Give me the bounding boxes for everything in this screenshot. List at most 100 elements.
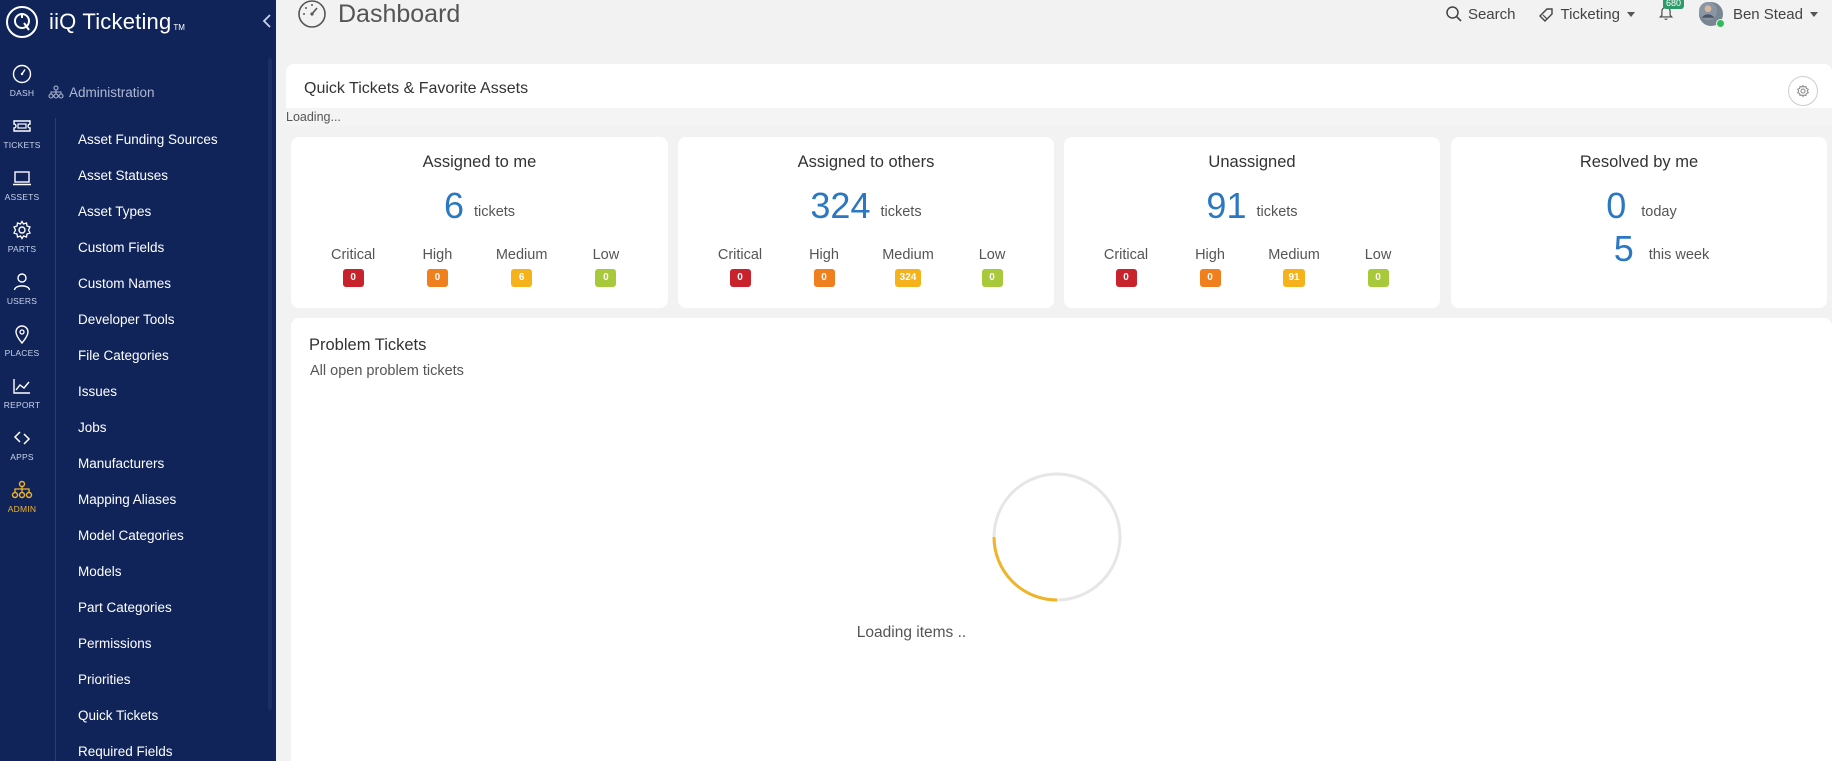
ticket-count[interactable]: 91 bbox=[1206, 185, 1247, 226]
page-title: Dashboard bbox=[338, 0, 461, 28]
priority-medium[interactable]: Medium 6 bbox=[487, 247, 557, 287]
notifications-button[interactable]: 680 bbox=[1657, 0, 1684, 25]
rail-label-report: REPORT bbox=[3, 400, 41, 410]
card-unassigned[interactable]: Unassigned 91 tickets Critical 0 High 0 Med… bbox=[1064, 137, 1440, 308]
search-icon bbox=[1446, 6, 1462, 22]
ticket-unit: tickets bbox=[473, 204, 516, 221]
rail-item-assets[interactable]: ASSETS bbox=[0, 159, 44, 211]
problem-tickets-panel: Problem Tickets All open problem tickets… bbox=[291, 318, 1832, 761]
ticket-unit: tickets bbox=[1256, 204, 1298, 221]
menu-item-mapping-aliases[interactable]: Mapping Aliases bbox=[78, 492, 177, 507]
rail-item-places[interactable]: PLACES bbox=[0, 315, 44, 367]
card-resolved-by-me[interactable]: Resolved by me 0 today 5 this week bbox=[1451, 137, 1827, 308]
rail-label-admin: ADMIN bbox=[7, 504, 37, 514]
rail-item-parts[interactable]: PARTS bbox=[0, 211, 44, 263]
medium-count-badge: 324 bbox=[894, 269, 922, 287]
menu-item-developer-tools[interactable]: Developer Tools bbox=[78, 312, 175, 327]
menu-item-asset-types[interactable]: Asset Types bbox=[78, 204, 152, 219]
low-count-badge: 0 bbox=[595, 269, 617, 287]
ticket-unit: tickets bbox=[880, 204, 922, 221]
rail-label-parts: PARTS bbox=[7, 244, 37, 254]
breadcrumb[interactable]: Administration bbox=[48, 84, 155, 100]
menu-item-models[interactable]: Models bbox=[78, 564, 122, 579]
menu-item-manufacturers[interactable]: Manufacturers bbox=[78, 456, 165, 471]
priority-high[interactable]: High 0 bbox=[789, 247, 859, 287]
rail-item-apps[interactable]: APPS bbox=[0, 419, 44, 471]
priority-label: High bbox=[809, 247, 839, 263]
medium-count-badge: 91 bbox=[1283, 269, 1305, 287]
ticketing-label: Ticketing bbox=[1560, 5, 1620, 23]
rail-item-admin[interactable]: ADMIN bbox=[0, 471, 44, 523]
ticket-count[interactable]: 324 bbox=[810, 185, 871, 226]
priority-label: High bbox=[1195, 247, 1225, 263]
priority-high[interactable]: High 0 bbox=[402, 247, 472, 287]
priority-critical[interactable]: Critical 0 bbox=[705, 247, 775, 287]
menu-item-issues[interactable]: Issues bbox=[78, 384, 118, 399]
ticketing-dropdown[interactable]: Ticketing bbox=[1537, 5, 1635, 23]
collapse-sidebar-icon[interactable] bbox=[258, 10, 276, 32]
priority-label: Low bbox=[978, 247, 1006, 263]
ticket-count-row: 6 tickets bbox=[291, 185, 668, 227]
chevron-down-icon bbox=[1810, 11, 1818, 17]
priority-medium[interactable]: Medium 324 bbox=[873, 247, 943, 287]
chevron-down-icon bbox=[1626, 11, 1635, 17]
menu-item-jobs[interactable]: Jobs bbox=[78, 420, 107, 435]
menu-item-custom-names[interactable]: Custom Names bbox=[78, 276, 172, 291]
rail-label-users: USERS bbox=[6, 296, 38, 306]
priority-low[interactable]: Low 0 bbox=[957, 247, 1027, 287]
search-button[interactable]: Search bbox=[1445, 5, 1515, 23]
card-assigned-to-others[interactable]: Assigned to others 324 tickets Critical 0 … bbox=[678, 137, 1054, 308]
rail-label-places: PLACES bbox=[4, 348, 40, 358]
menu-item-model-categories[interactable]: Model Categories bbox=[78, 528, 184, 543]
priority-critical[interactable]: Critical 0 bbox=[1091, 247, 1161, 287]
user-name: Ben Stead bbox=[1732, 5, 1803, 23]
priority-medium[interactable]: Medium 91 bbox=[1259, 247, 1329, 287]
menu-item-quick-tickets[interactable]: Quick Tickets bbox=[78, 708, 159, 723]
resolved-week-count[interactable]: 5 bbox=[1613, 228, 1634, 269]
priority-critical[interactable]: Critical 0 bbox=[318, 247, 388, 287]
menu-item-file-categories[interactable]: File Categories bbox=[78, 348, 169, 363]
priority-low[interactable]: Low 0 bbox=[1343, 247, 1413, 287]
card-assigned-to-me[interactable]: Assigned to me 6 tickets Critical 0 High 0 … bbox=[291, 137, 668, 308]
priority-low[interactable]: Low 0 bbox=[571, 247, 641, 287]
org-chart-icon bbox=[48, 85, 64, 99]
user-menu[interactable]: Ben Stead bbox=[1698, 2, 1818, 28]
breadcrumb-label: Administration bbox=[69, 84, 155, 100]
card-title: Resolved by me bbox=[1579, 153, 1699, 171]
sidebar-scrollbar[interactable] bbox=[268, 58, 272, 710]
quick-tickets-loading: Loading... bbox=[286, 108, 1832, 126]
resolved-today-count[interactable]: 0 bbox=[1606, 185, 1627, 226]
high-count-badge: 0 bbox=[1199, 269, 1221, 287]
high-count-badge: 0 bbox=[426, 269, 448, 287]
low-count-badge: 0 bbox=[1367, 269, 1389, 287]
ticket-count-row: 324 tickets bbox=[678, 185, 1054, 227]
menu-item-custom-fields[interactable]: Custom Fields bbox=[78, 240, 165, 255]
rail-item-tickets[interactable]: TICKETS bbox=[0, 107, 44, 159]
priority-label: Medium bbox=[1268, 247, 1320, 263]
iiq-logo-icon[interactable] bbox=[5, 5, 39, 39]
menu-item-asset-funding-sources[interactable]: Asset Funding Sources bbox=[78, 132, 218, 147]
bell-icon: 680 bbox=[1657, 0, 1684, 25]
top-bar: Dashboard Search Ticketing 680 Ben Stead bbox=[276, 0, 1832, 56]
ticket-count[interactable]: 6 bbox=[443, 185, 464, 226]
rail-item-users[interactable]: USERS bbox=[0, 263, 44, 315]
rail-label-apps: APPS bbox=[10, 452, 34, 462]
loading-spinner-icon bbox=[992, 472, 1122, 602]
diamond-arrows-icon bbox=[13, 431, 31, 445]
critical-count-badge: 0 bbox=[342, 269, 364, 287]
rail-label-assets: ASSETS bbox=[4, 192, 40, 202]
priority-breakdown: Critical 0 High 0 Medium 91 Low 0 bbox=[1084, 247, 1420, 287]
menu-item-part-categories[interactable]: Part Categories bbox=[78, 600, 172, 615]
rail-label-dash: DASH bbox=[9, 88, 35, 98]
critical-count-badge: 0 bbox=[1115, 269, 1137, 287]
menu-item-priorities[interactable]: Priorities bbox=[78, 672, 131, 687]
priority-high[interactable]: High 0 bbox=[1175, 247, 1245, 287]
menu-item-permissions[interactable]: Permissions bbox=[78, 636, 152, 651]
priority-breakdown: Critical 0 High 0 Medium 324 Low 0 bbox=[698, 247, 1034, 287]
menu-item-required-fields[interactable]: Required Fields bbox=[78, 744, 173, 759]
rail-item-report[interactable]: REPORT bbox=[0, 367, 44, 419]
rail-item-dash[interactable]: DASH bbox=[0, 55, 44, 107]
menu-item-asset-statuses[interactable]: Asset Statuses bbox=[78, 168, 169, 183]
priority-label: Critical bbox=[330, 247, 376, 263]
quick-tickets-settings-button[interactable] bbox=[1788, 76, 1818, 106]
